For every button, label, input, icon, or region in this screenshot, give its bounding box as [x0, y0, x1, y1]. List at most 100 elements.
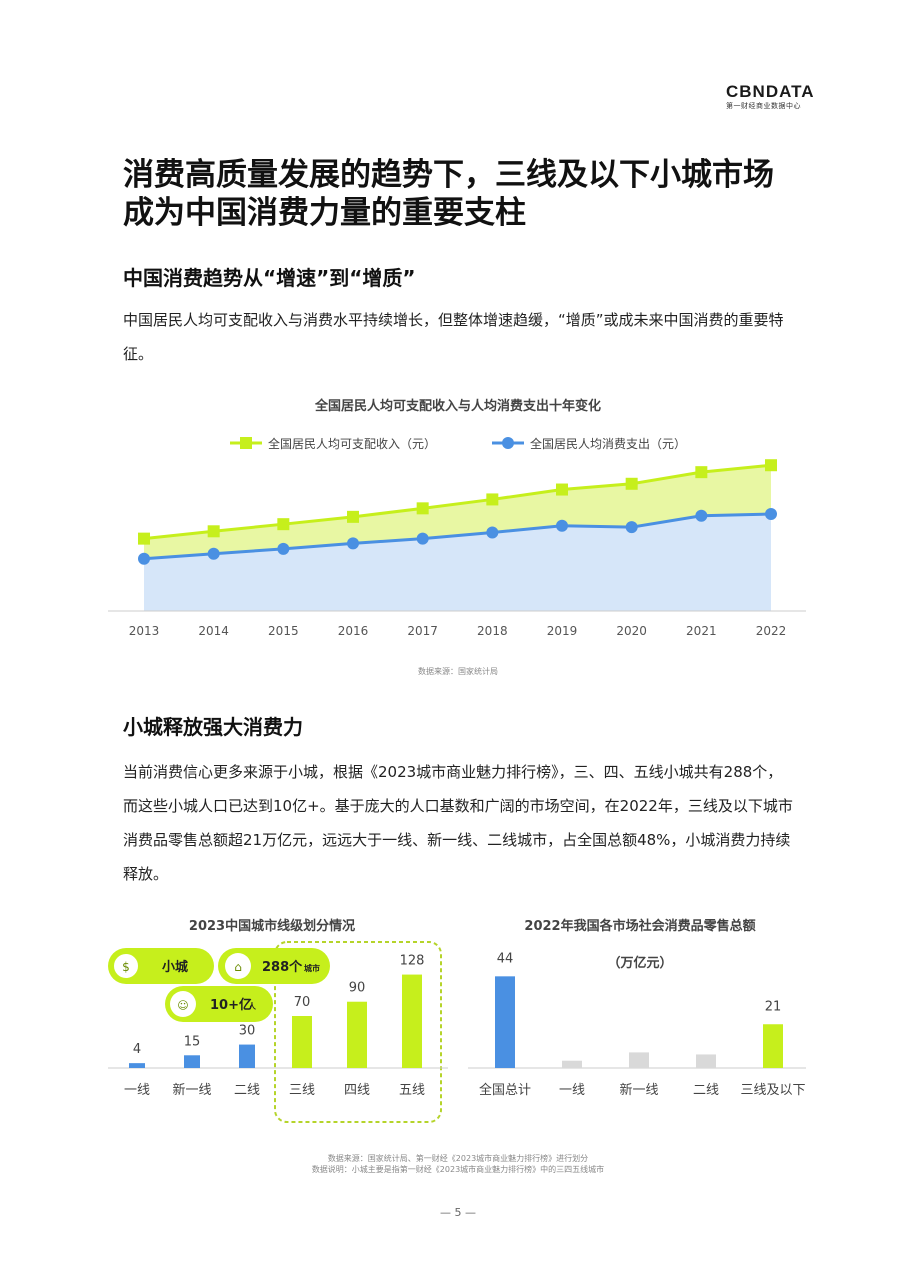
badge-population: ☺ 10+亿 人	[165, 986, 273, 1022]
consumption-point	[277, 542, 290, 555]
consumption-point	[416, 532, 429, 545]
highlight-frame	[274, 941, 442, 1123]
consumption-point	[486, 526, 499, 539]
badge-count-unit: 城市	[304, 963, 320, 973]
bar-value-label: 128	[400, 954, 425, 969]
category-label: 二线	[234, 1083, 260, 1098]
bar-value-label: 70	[294, 995, 311, 1010]
badge-city-count: ⌂ 288个 城市	[218, 948, 330, 984]
income-point	[695, 466, 708, 479]
source-line-1: 数据来源：国家统计局、第一财经《2023城市商业魅力排行榜》进行划分	[327, 1154, 589, 1163]
chart3-subtitle: （万亿元）	[607, 955, 672, 971]
bar-value-label: 21	[765, 999, 782, 1014]
income-consumption-chart: 全国居民人均可支配收入与人均消费支出十年变化 全国居民人均可支配收入（元） 全国…	[108, 398, 806, 638]
income-point	[625, 477, 638, 490]
category-label: 新一线	[172, 1082, 211, 1098]
x-tick-label: 2013	[129, 624, 160, 638]
bar-value-label: 15	[184, 1034, 201, 1049]
badge-population-value: 10+亿	[210, 997, 252, 1013]
consumption-point	[556, 519, 568, 532]
x-tick-label: 2021	[686, 624, 717, 638]
bar-value-label: 90	[349, 981, 366, 996]
legend-label-income: 全国居民人均可支配收入（元）	[268, 436, 436, 451]
bar-二线	[696, 1054, 716, 1068]
category-label: 五线	[399, 1083, 425, 1098]
bar-三线及以下	[763, 1024, 783, 1068]
bar-value-label: 4	[133, 1042, 141, 1057]
consumption-point	[138, 552, 150, 565]
x-tick-label: 2017	[407, 624, 438, 638]
svg-text:⌂: ⌂	[234, 960, 242, 974]
logo-subtitle: 第一财经商业数据中心	[726, 102, 801, 110]
badge-small-city: $ 小城	[108, 948, 214, 984]
section1-paragraph: 中国居民人均可支配收入与消费水平持续增长，但整体增速趋缓，“增质”或成未来中国消…	[123, 311, 784, 363]
consumption-point	[207, 547, 220, 560]
consumption-point	[765, 508, 777, 521]
bar-一线	[562, 1060, 582, 1068]
pin-glyph: $	[122, 960, 130, 974]
location-pin-icon	[112, 952, 140, 980]
consumption-area	[144, 514, 771, 611]
bar-一线	[129, 1063, 145, 1068]
people-icon	[170, 991, 196, 1017]
income-point	[347, 510, 359, 523]
bar-value-label: 30	[239, 1024, 256, 1039]
chart2-title: 2023中国城市线级划分情况	[189, 918, 355, 934]
category-label: 四线	[344, 1083, 370, 1098]
category-label: 三线及以下	[740, 1083, 805, 1098]
section1-heading: 中国消费趋势从“增速”到“增质”	[123, 266, 416, 290]
badge-population-unit: 人	[248, 1001, 257, 1011]
bar-二线	[239, 1044, 255, 1068]
x-tick-label: 2016	[338, 624, 369, 638]
bar-全国总计	[495, 976, 515, 1068]
section1-source: 数据来源：国家统计局	[418, 667, 498, 676]
income-point	[207, 525, 220, 538]
bank-icon	[225, 953, 251, 979]
chart3-title: 2022年我国各市场社会消费品零售总额	[524, 918, 755, 934]
legend-marker-income	[240, 437, 252, 449]
income-point	[556, 483, 568, 496]
income-line	[143, 463, 772, 541]
income-point	[765, 459, 777, 472]
consumption-line	[143, 512, 772, 561]
x-tick-label: 2020	[616, 624, 647, 638]
category-label: 二线	[693, 1083, 719, 1098]
chart1-title: 全国居民人均可支配收入与人均消费支出十年变化	[314, 398, 601, 414]
legend-label-consumption: 全国居民人均消费支出（元）	[530, 436, 686, 451]
x-tick-label: 2022	[756, 624, 787, 638]
category-label: 全国总计	[479, 1082, 531, 1098]
x-tick-label: 2015	[268, 624, 299, 638]
source-line-2: 数据说明：小城主要是指第一财经《2023城市商业魅力排行榜》中的三四五线城市	[311, 1165, 605, 1174]
badge-count-value: 288个	[262, 959, 303, 975]
legend-marker-consumption	[502, 437, 514, 449]
category-label: 一线	[559, 1083, 585, 1098]
logo: CBNDATA	[726, 82, 815, 101]
section2-heading: 小城释放强大消费力	[123, 715, 303, 739]
section2-paragraph: 当前消费信心更多来源于小城，根据《2023城市商业魅力排行榜》，三、四、五线小城…	[123, 763, 793, 883]
category-label: 新一线	[619, 1082, 658, 1098]
bar-value-label: 44	[497, 951, 514, 966]
bar-四线	[347, 1001, 367, 1068]
badge-small-city-label: 小城	[162, 959, 188, 975]
bar-新一线	[184, 1055, 200, 1068]
category-label: 三线	[289, 1083, 315, 1098]
consumption-point	[347, 537, 359, 550]
city-tier-charts: 2023中国城市线级划分情况 $ 小城 ⌂ 288个 城市 ☺ 10+亿 人 2…	[108, 918, 806, 1123]
x-tick-label: 2019	[547, 624, 578, 638]
income-point	[138, 532, 150, 545]
bar-五线	[402, 974, 422, 1068]
chart1-legend: 全国居民人均可支配收入（元） 全国居民人均消费支出（元）	[230, 436, 686, 451]
bar-三线	[292, 1016, 312, 1068]
category-label: 一线	[124, 1083, 150, 1098]
section2-source: 数据来源：国家统计局、第一财经《2023城市商业魅力排行榜》进行划分 数据说明：…	[0, 1153, 916, 1175]
income-point	[277, 518, 290, 531]
x-tick-label: 2018	[477, 624, 508, 638]
page-number: — 5 —	[440, 1206, 476, 1219]
page-title: 消费高质量发展的趋势下，三线及以下小城市场成为中国消费力量的重要支柱	[123, 157, 774, 231]
x-tick-label: 2014	[198, 624, 229, 638]
income-point	[416, 502, 429, 515]
consumption-point	[695, 509, 708, 522]
consumption-point	[625, 521, 638, 534]
income-point	[486, 493, 499, 506]
bar-新一线	[629, 1052, 649, 1068]
